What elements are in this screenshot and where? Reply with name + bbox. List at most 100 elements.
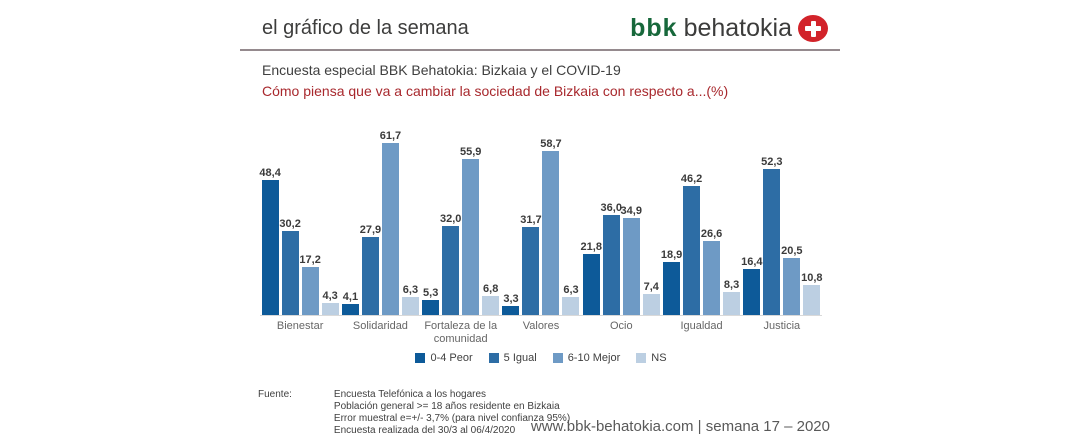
bar-0-4-peor-bienestar: 48,4 — [259, 167, 281, 315]
bar — [783, 257, 801, 315]
bar — [582, 254, 600, 315]
value-label: 10,8 — [801, 271, 823, 284]
bar — [723, 291, 741, 315]
bar-6-10-mejor-ocio: 34,9 — [621, 205, 642, 315]
bar-group-bienestar: 48,4 30,2 17,2 4,3 Bienestar — [259, 126, 341, 346]
bar-group-ocio: 21,8 36,0 34,9 7,4 Ocio — [581, 126, 662, 346]
bars-fortaleza-de-la-comunidad: 5,3 32,0 55,9 6,8 — [420, 126, 501, 316]
value-label: 6,8 — [483, 283, 499, 295]
bars-solidaridad: 4,1 27,9 61,7 6,3 — [340, 126, 421, 316]
page-title: el gráfico de la semana — [262, 17, 469, 39]
value-label: 4,1 — [342, 290, 359, 303]
value-label: 58,7 — [540, 138, 562, 151]
value-label: 6,3 — [563, 284, 579, 297]
value-label: 20,5 — [781, 244, 803, 257]
value-label: 26,6 — [700, 227, 723, 240]
chart-titles: Encuesta especial BBK Behatokia: Bizkaia… — [262, 60, 822, 101]
bar-group-justicia: 16,4 52,3 20,5 10,8 Justicia — [741, 126, 823, 346]
bar — [803, 284, 821, 315]
bars-igualdad: 18,9 46,2 26,6 8,3 — [661, 126, 742, 316]
value-label: 34,9 — [620, 204, 642, 217]
legend-item-0-4-peor: 0-4 Peor — [415, 352, 473, 364]
bar — [763, 169, 781, 315]
source-line: Error muestral e=+/- 3,7% (para nivel co… — [333, 413, 571, 424]
bar-6-10-mejor-valores: 58,7 — [540, 138, 562, 315]
value-label: 48,4 — [259, 167, 281, 179]
value-label: 7,4 — [643, 281, 659, 294]
legend-label: 0-4 Peor — [430, 352, 473, 364]
value-label: 16,4 — [741, 256, 763, 269]
category-label: Justicia — [763, 320, 801, 332]
bar — [261, 180, 279, 315]
bar — [422, 300, 440, 315]
bar-chart: 48,4 30,2 17,2 4,3 Bienestar 4,1 27,9 61,7 6,3 So… — [259, 126, 823, 346]
bar — [562, 297, 580, 315]
bar — [462, 159, 480, 315]
value-label: 52,3 — [761, 156, 783, 169]
chart-legend: 0-4 Peor 5 Igual 6-10 Mejor NS — [260, 352, 822, 364]
source-line: Encuesta realizada del 30/3 al 06/4/2020 — [333, 425, 516, 436]
bar-6-10-mejor-justicia: 20,5 — [781, 245, 803, 315]
category-label: Bienestar — [276, 320, 324, 332]
legend-item-ns: NS — [636, 352, 667, 364]
chart-subtitle: Cómo piensa que va a cambiar la sociedad… — [262, 83, 729, 99]
bar-5-igual-ocio: 36,0 — [601, 202, 622, 315]
legend-swatch — [488, 353, 499, 363]
value-label: 18,9 — [660, 249, 683, 262]
bar-group-fortaleza-de-la-comunidad: 5,3 32,0 55,9 6,8 Fortaleza de la comunidad — [420, 126, 501, 346]
bar — [542, 151, 560, 315]
category-label: Ocio — [609, 320, 633, 332]
bar-0-4-peor-solidaridad: 4,1 — [341, 291, 359, 315]
value-label: 17,2 — [299, 254, 321, 266]
bar-6-10-mejor-solidaridad: 61,7 — [380, 130, 401, 315]
bar-5-igual-justicia: 52,3 — [761, 156, 783, 315]
infographic: el gráfico de la semana bbk behatokia En… — [240, 0, 840, 447]
bar-5-igual-valores: 31,7 — [520, 214, 542, 315]
bar — [442, 225, 460, 315]
value-label: 6,3 — [402, 284, 419, 297]
chart-title: Encuesta especial BBK Behatokia: Bizkaia… — [262, 62, 621, 78]
value-label: 46,2 — [680, 173, 703, 186]
category-label: Fortaleza de la comunidad — [424, 320, 498, 345]
bar-0-4-peor-fortaleza-de-la-comunidad: 5,3 — [422, 287, 440, 315]
category-label: Solidaridad — [352, 320, 408, 332]
legend-item-5-igual: 5 Igual — [488, 352, 537, 364]
legend-swatch — [552, 353, 563, 363]
bar-6-10-mejor-fortaleza-de-la-comunidad: 55,9 — [460, 146, 481, 315]
source-block: Fuente: Encuesta Telefónica a los hogare… — [258, 389, 570, 437]
bar-ns-ocio: 7,4 — [642, 281, 660, 315]
source-lines: Encuesta Telefónica a los hogares Poblaci… — [334, 389, 570, 437]
category-label: Igualdad — [680, 320, 723, 332]
bar — [522, 226, 540, 315]
bar-5-igual-fortaleza-de-la-comunidad: 32,0 — [440, 213, 461, 315]
plus-icon — [798, 15, 828, 42]
legend-label: 6-10 Mejor — [567, 352, 621, 364]
legend-label: 5 Igual — [503, 352, 537, 364]
bar-6-10-mejor-igualdad: 26,6 — [701, 228, 722, 315]
bar-ns-bienestar: 4,3 — [321, 290, 339, 315]
value-label: 32,0 — [439, 212, 462, 225]
value-label: 3,3 — [503, 292, 519, 305]
bar-5-igual-igualdad: 46,2 — [681, 173, 702, 315]
bar — [381, 142, 399, 315]
bar-0-4-peor-ocio: 21,8 — [581, 241, 602, 315]
bar-ns-igualdad: 8,3 — [723, 279, 741, 315]
bar-0-4-peor-justicia: 16,4 — [741, 256, 763, 315]
bar — [482, 296, 500, 315]
legend-item-6-10-mejor: 6-10 Mejor — [552, 352, 621, 364]
bar — [321, 303, 339, 315]
header: el gráfico de la semana bbk behatokia — [240, 0, 840, 51]
legend-swatch — [415, 353, 426, 363]
bars-valores: 3,3 31,7 58,7 6,3 — [500, 126, 582, 316]
bar-0-4-peor-igualdad: 18,9 — [661, 249, 682, 315]
value-label: 5,3 — [423, 287, 439, 300]
category-label: Valores — [522, 320, 560, 332]
bar — [602, 214, 620, 315]
bar-5-igual-bienestar: 30,2 — [279, 218, 301, 315]
bar-ns-valores: 6,3 — [562, 284, 580, 315]
behatokia-logo-text: behatokia — [683, 14, 792, 42]
legend-label: NS — [651, 352, 667, 364]
bar-group-igualdad: 18,9 46,2 26,6 8,3 Igualdad — [661, 126, 742, 346]
bar-ns-justicia: 10,8 — [801, 272, 823, 315]
bar — [642, 294, 660, 315]
